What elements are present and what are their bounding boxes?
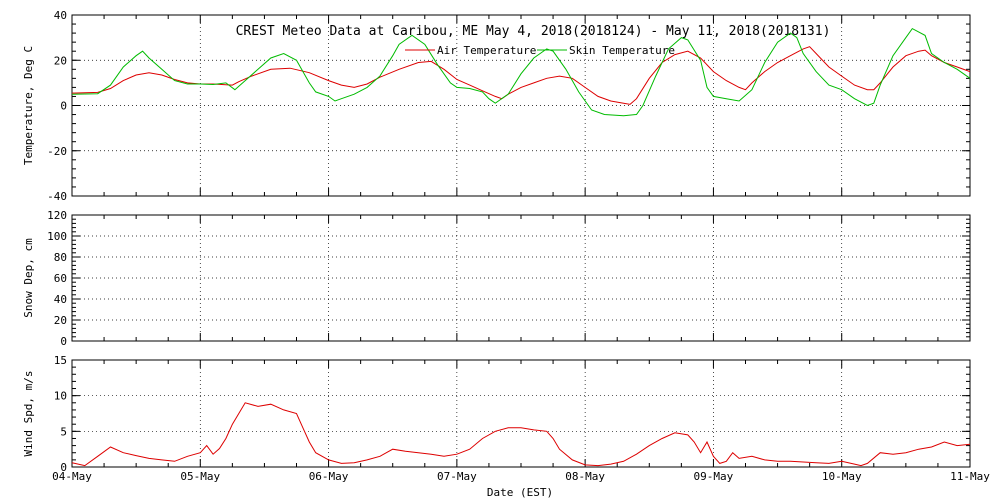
x-axis-label: Date (EST) (487, 486, 553, 499)
y-tick-label: 80 (54, 251, 67, 264)
x-tick-label: 08-May (565, 470, 605, 483)
y-tick-label: 15 (54, 354, 67, 367)
y-tick-label: 60 (54, 272, 67, 285)
y-tick-label: 0 (60, 461, 67, 474)
y-tick-label: 20 (54, 314, 67, 327)
panel-0: -40 -20 0 20 40 Temperature, Deg C Air Tempera… (22, 9, 971, 203)
y-tick-label: 0 (60, 100, 67, 113)
y-tick-label: 0 (60, 335, 67, 348)
panels: -40 -20 0 20 40 Temperature, Deg C Air Tempera… (22, 9, 990, 483)
y-axis-label: Temperature, Deg C (22, 46, 35, 165)
y-tick-label: 20 (54, 54, 67, 67)
x-tick-label: 11-May (950, 470, 990, 483)
series-line-wind-speed (71, 402, 971, 467)
legend-label: Air Temperature (437, 44, 536, 57)
chart-title: CREST Meteo Data at Caribou, ME May 4, 2… (236, 24, 831, 39)
y-axis-label: Wind Spd, m/s (22, 370, 35, 456)
series-line-air-temperature (71, 46, 971, 105)
y-tick-label: 120 (47, 209, 67, 222)
y-tick-label: 5 (60, 425, 67, 438)
x-tick-label: 10-May (822, 470, 862, 483)
y-tick-label: 100 (47, 230, 67, 243)
y-tick-label: -40 (47, 190, 67, 203)
y-tick-label: 10 (54, 390, 67, 403)
panel-2: 0 5 10 15 Wind Spd, m/s 04-May 05-May 06-May 07-… (22, 354, 990, 483)
x-tick-label: 07-May (437, 470, 477, 483)
series-line-skin-temperature (71, 27, 971, 117)
panel-1: 0 20 40 60 80 100 120 Snow Dep, cm (22, 209, 971, 348)
x-tick-label: 05-May (180, 470, 220, 483)
x-tick-label: 09-May (694, 470, 734, 483)
x-tick-label: 04-May (52, 470, 92, 483)
y-axis-label: Snow Dep, cm (22, 238, 35, 318)
y-tick-label: 40 (54, 9, 67, 22)
y-tick-label: 40 (54, 293, 67, 306)
legend-label: Skin Temperature (569, 44, 675, 57)
y-tick-label: -20 (47, 145, 67, 158)
x-tick-label: 06-May (309, 470, 349, 483)
panel-frame (71, 359, 971, 468)
